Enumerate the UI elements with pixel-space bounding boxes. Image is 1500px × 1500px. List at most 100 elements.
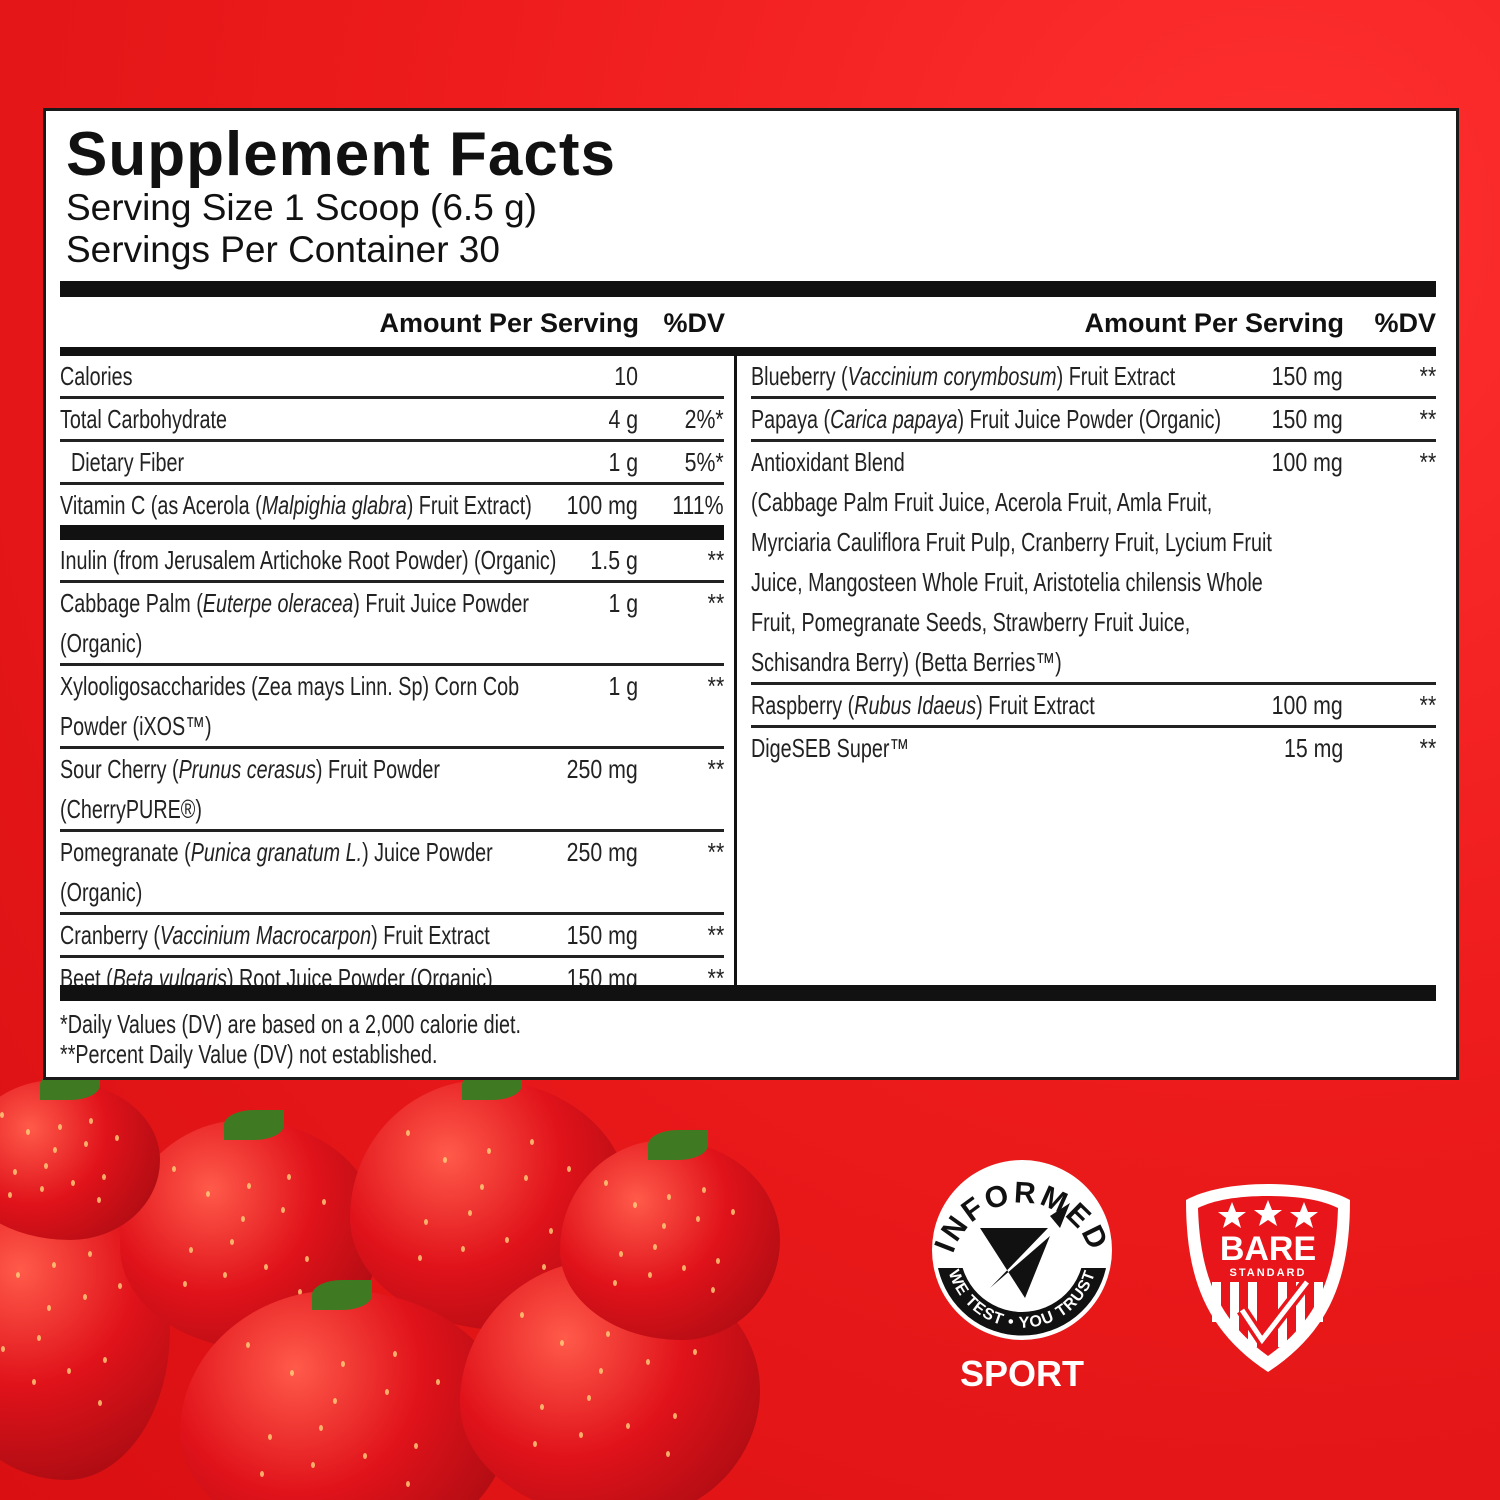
seed bbox=[633, 1201, 638, 1208]
daily-value: ** bbox=[1416, 685, 1436, 725]
strawberry bbox=[180, 1290, 510, 1500]
amount-value: 1 g bbox=[608, 588, 638, 618]
seed bbox=[229, 1239, 234, 1246]
seed bbox=[523, 1175, 528, 1181]
strawberry-leaf bbox=[224, 1110, 284, 1140]
seed bbox=[1, 1346, 6, 1353]
panel-title: Supplement Facts bbox=[66, 120, 616, 189]
ingredient-row: Blueberry (Vaccinium corymbosum) Fruit E… bbox=[751, 356, 1436, 399]
seed bbox=[246, 1342, 250, 1348]
seed bbox=[362, 1452, 367, 1459]
dv-value: ** bbox=[707, 837, 724, 867]
name-segment: ) Juice Powder bbox=[362, 837, 493, 867]
amount-value: 150 mg bbox=[1271, 404, 1343, 434]
name-segment: Juice, Mangosteen Whole Fruit, Aristotel… bbox=[751, 567, 1263, 597]
footnote-not-established: **Percent Daily Value (DV) not establish… bbox=[60, 1039, 438, 1069]
seed bbox=[57, 1123, 62, 1130]
amount-value: 250 mg bbox=[566, 754, 638, 784]
seed bbox=[341, 1360, 346, 1367]
seed bbox=[559, 1340, 564, 1347]
ingredient-name: Antioxidant Blend bbox=[751, 442, 905, 482]
seed bbox=[97, 1400, 102, 1407]
ingredient-name: Vitamin C (as Acerola (Malpighia glabra)… bbox=[60, 485, 532, 525]
seed bbox=[46, 1304, 51, 1311]
daily-value: ** bbox=[704, 583, 724, 623]
seed bbox=[289, 1370, 294, 1377]
seed bbox=[414, 1443, 419, 1450]
amount-per-serving: 1 g bbox=[602, 666, 638, 706]
name-segment: Cabbage Palm ( bbox=[60, 588, 203, 618]
seed bbox=[681, 1265, 686, 1272]
seed bbox=[16, 1272, 21, 1279]
strawberry-leaf bbox=[312, 1280, 372, 1310]
seed bbox=[599, 1368, 604, 1375]
ingredient-name-continued: Myrciaria Cauliflora Fruit Pulp, Cranber… bbox=[751, 522, 1272, 562]
name-segment: Prunus cerasus bbox=[178, 754, 316, 784]
ingredient-name: Xylooligosaccharides (Zea mays Linn. Sp)… bbox=[60, 666, 519, 706]
header-amount-left: Amount Per Serving bbox=[379, 308, 639, 338]
seed bbox=[532, 1441, 537, 1448]
standard-text: STANDARD bbox=[1230, 1267, 1307, 1279]
ingredient-name: Papaya (Carica papaya) Fruit Juice Powde… bbox=[751, 399, 1221, 439]
seed bbox=[618, 1250, 623, 1257]
name-segment: Euterpe oleracea bbox=[202, 588, 354, 618]
seed bbox=[505, 1236, 510, 1243]
name-segment: Rubus Idaeus bbox=[854, 690, 977, 720]
name-segment: Xylooligosaccharides (Zea mays Linn. Sp)… bbox=[60, 671, 520, 701]
seed bbox=[264, 1263, 269, 1270]
ingredient-name: DigeSEB Super™ bbox=[751, 728, 909, 768]
seed bbox=[52, 1261, 57, 1268]
amount-value: 4 g bbox=[608, 404, 638, 434]
ingredient-row: Papaya (Carica papaya) Fruit Juice Powde… bbox=[751, 399, 1436, 442]
name-segment: Cranberry ( bbox=[60, 920, 160, 950]
amount-value: 15 mg bbox=[1283, 733, 1343, 763]
seed bbox=[88, 1250, 93, 1257]
seed bbox=[118, 1283, 123, 1290]
serving-size: Serving Size 1 Scoop (6.5 g) bbox=[66, 187, 537, 228]
name-segment: Vitamin C (as Acerola ( bbox=[60, 490, 262, 520]
seed bbox=[240, 1215, 245, 1222]
seed bbox=[665, 1450, 670, 1457]
amount-per-serving: 100 mg bbox=[551, 485, 638, 525]
thick-rule bbox=[60, 281, 1436, 297]
seed bbox=[406, 1130, 410, 1136]
name-segment: Calories bbox=[60, 361, 133, 391]
seed bbox=[26, 1129, 31, 1136]
sport-text: SPORT bbox=[960, 1353, 1084, 1394]
seed bbox=[52, 1146, 57, 1153]
ingredient-name-continued: Schisandra Berry) (Betta Berries™) bbox=[751, 642, 1062, 682]
ingredient-row: Dietary Fiber 1 g 5%* bbox=[60, 442, 724, 485]
bare-text: BARE bbox=[1220, 1230, 1316, 1268]
seed bbox=[321, 1199, 326, 1206]
seed bbox=[424, 1218, 429, 1225]
name-segment: DigeSEB Super™ bbox=[751, 733, 910, 763]
ingredient-name: Pomegranate (Punica granatum L.) Juice P… bbox=[60, 832, 493, 872]
name-segment: (Organic) bbox=[60, 877, 143, 907]
right-column: Blueberry (Vaccinium corymbosum) Fruit E… bbox=[751, 356, 1436, 768]
ingredient-row: Xylooligosaccharides (Zea mays Linn. Sp)… bbox=[60, 666, 724, 749]
seed bbox=[88, 1117, 93, 1124]
seed bbox=[486, 1148, 491, 1154]
dv-value: ** bbox=[1419, 733, 1436, 763]
amount-value: 150 mg bbox=[1271, 361, 1343, 391]
name-segment: Blueberry ( bbox=[751, 361, 848, 391]
left-column: Calories 10 Total Carbohydrate 4 g 2%* Dietar… bbox=[60, 356, 724, 998]
seed bbox=[37, 1335, 42, 1342]
ingredient-row: Sour Cherry (Prunus cerasus) Fruit Powde… bbox=[60, 749, 724, 832]
daily-value: ** bbox=[1416, 399, 1436, 439]
name-segment: Powder (iXOS™) bbox=[60, 711, 212, 741]
name-segment: Antioxidant Blend bbox=[751, 447, 905, 477]
seed bbox=[461, 1245, 466, 1252]
seed bbox=[267, 1434, 272, 1441]
name-segment: (Cabbage Palm Fruit Juice, Acerola Fruit… bbox=[751, 487, 1213, 517]
header-amount-right: Amount Per Serving bbox=[1084, 308, 1344, 338]
amount-per-serving: 150 mg bbox=[1256, 399, 1343, 439]
ingredient-name-continued: (Cabbage Palm Fruit Juice, Acerola Fruit… bbox=[751, 482, 1212, 522]
seed bbox=[662, 1223, 667, 1230]
name-segment: Pomegranate ( bbox=[60, 837, 191, 867]
name-segment: ) Fruit Extract bbox=[1056, 361, 1176, 391]
ingredient-row: DigeSEB Super™ 15 mg ** bbox=[751, 728, 1436, 768]
amount-value: 1 g bbox=[608, 447, 638, 477]
dv-value: ** bbox=[1419, 361, 1436, 391]
daily-value: 2%* bbox=[676, 399, 724, 439]
